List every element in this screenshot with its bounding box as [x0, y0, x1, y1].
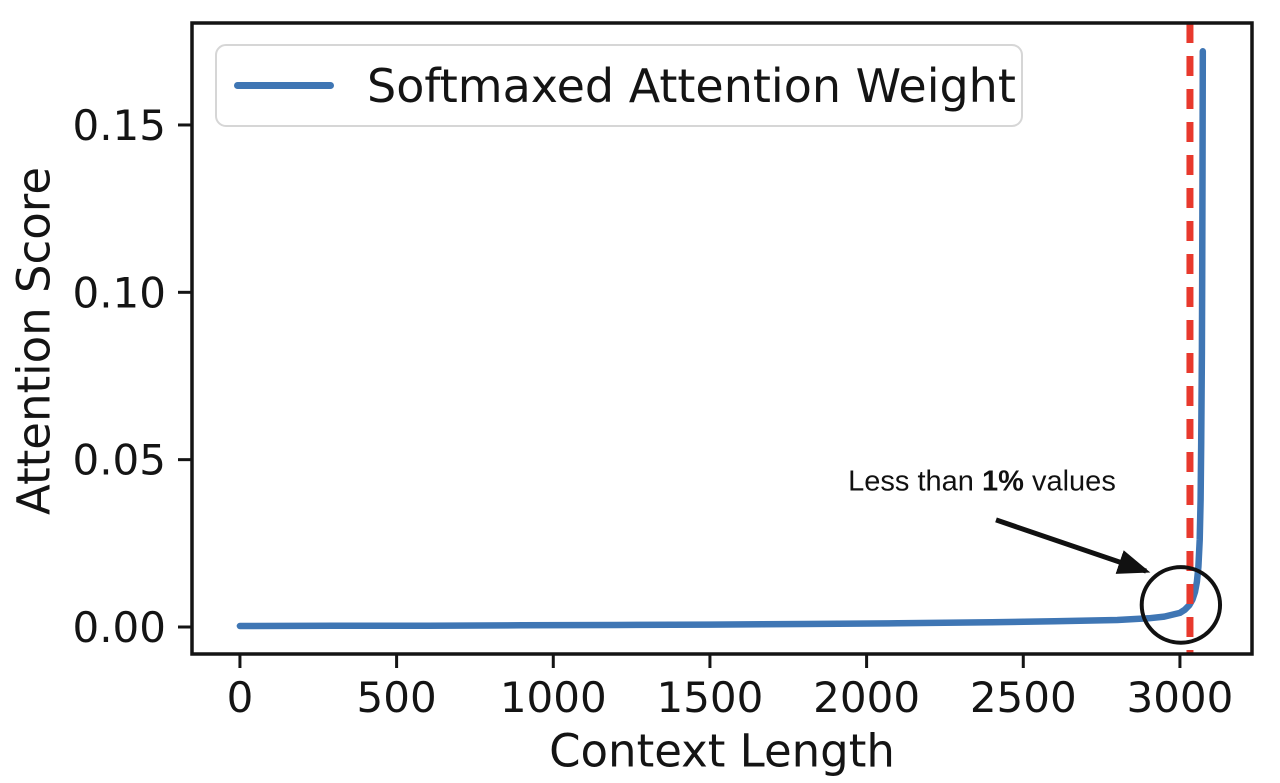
x-tick-label-4: 2000 [813, 673, 920, 722]
x-tick-label-3: 1500 [656, 673, 763, 722]
annotation-text-prefix: Less than [848, 465, 983, 498]
annotation-arrow [995, 517, 1151, 574]
y-tick-label-2: 0.10 [72, 268, 166, 317]
y-axis-label: Attention Score [7, 166, 61, 516]
legend-entry-label: Softmaxed Attention Weight [367, 58, 1016, 113]
annotation-text-suffix: values [1023, 465, 1116, 498]
legend: Softmaxed Attention Weight [215, 44, 1023, 127]
legend-line-sample [234, 82, 334, 89]
axes-frame [190, 21, 1254, 656]
y-tick-label-3: 0.15 [72, 101, 166, 150]
x-tick-label-0: 0 [227, 673, 254, 722]
y-tick-label-1: 0.05 [72, 436, 166, 485]
series-line-softmaxed-attention-weight [236, 48, 1207, 630]
x-tick-label-2: 1000 [500, 673, 607, 722]
x-axis-label: Context Length [549, 724, 895, 778]
y-tick-label-0: 0.00 [72, 603, 166, 652]
annotation-text-bold: 1% [982, 465, 1024, 498]
highlight-circle [1139, 565, 1223, 645]
x-tick-label-6: 3000 [1126, 673, 1233, 722]
annotation-text: Less than 1% values [848, 466, 1116, 499]
x-tick-label-5: 2500 [970, 673, 1077, 722]
x-tick-label-1: 500 [357, 673, 437, 722]
